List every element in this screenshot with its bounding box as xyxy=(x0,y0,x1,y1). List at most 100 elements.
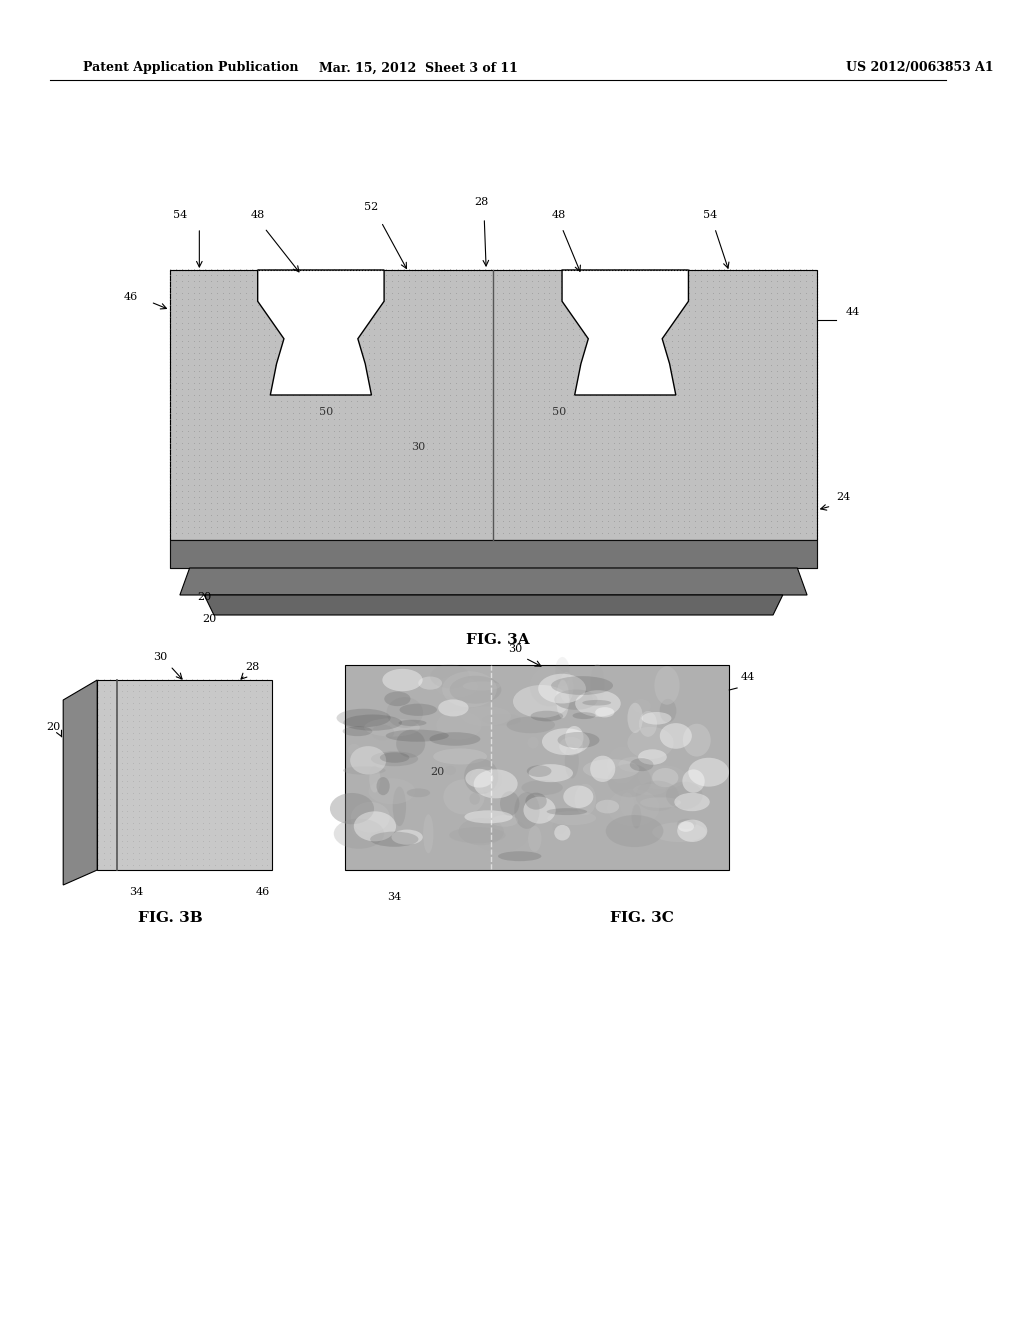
Ellipse shape xyxy=(607,746,637,784)
Ellipse shape xyxy=(621,817,645,828)
Ellipse shape xyxy=(547,808,587,814)
Bar xyxy=(345,665,729,870)
Ellipse shape xyxy=(607,764,651,797)
Text: Patent Application Publication: Patent Application Publication xyxy=(83,62,298,74)
Ellipse shape xyxy=(654,667,680,705)
Ellipse shape xyxy=(539,673,586,704)
Ellipse shape xyxy=(595,708,614,717)
Text: 48: 48 xyxy=(552,210,566,220)
Ellipse shape xyxy=(666,781,702,809)
Ellipse shape xyxy=(459,818,504,845)
Ellipse shape xyxy=(365,718,420,737)
Ellipse shape xyxy=(635,780,679,812)
Ellipse shape xyxy=(474,770,517,799)
Ellipse shape xyxy=(677,820,708,842)
Text: 28: 28 xyxy=(246,663,260,672)
Ellipse shape xyxy=(399,704,437,715)
Ellipse shape xyxy=(527,737,539,748)
Text: 30: 30 xyxy=(154,652,168,663)
Ellipse shape xyxy=(507,717,555,733)
Ellipse shape xyxy=(607,789,659,826)
Ellipse shape xyxy=(523,797,556,824)
Ellipse shape xyxy=(559,737,584,755)
Text: 30: 30 xyxy=(508,644,522,653)
Ellipse shape xyxy=(481,713,521,726)
Ellipse shape xyxy=(351,803,390,833)
Ellipse shape xyxy=(343,714,402,731)
Ellipse shape xyxy=(678,821,694,832)
Ellipse shape xyxy=(528,764,573,783)
Text: 50: 50 xyxy=(552,407,566,417)
Ellipse shape xyxy=(393,787,407,826)
Ellipse shape xyxy=(606,814,664,847)
Ellipse shape xyxy=(565,743,579,779)
Ellipse shape xyxy=(621,792,634,816)
Ellipse shape xyxy=(638,750,667,764)
Ellipse shape xyxy=(633,784,666,795)
Ellipse shape xyxy=(442,672,497,708)
Text: 46: 46 xyxy=(124,292,138,302)
Ellipse shape xyxy=(674,793,710,812)
Ellipse shape xyxy=(464,759,499,795)
Ellipse shape xyxy=(470,767,502,792)
Text: FIG. 3B: FIG. 3B xyxy=(138,911,203,925)
Text: US 2012/0063853 A1: US 2012/0063853 A1 xyxy=(846,62,993,74)
Text: 48: 48 xyxy=(251,210,265,220)
Ellipse shape xyxy=(371,751,418,766)
Text: 24: 24 xyxy=(837,492,851,502)
Ellipse shape xyxy=(659,723,692,748)
Ellipse shape xyxy=(423,814,433,853)
Ellipse shape xyxy=(354,812,396,841)
Ellipse shape xyxy=(500,791,519,816)
Text: 30: 30 xyxy=(411,442,425,451)
Polygon shape xyxy=(63,680,97,884)
Ellipse shape xyxy=(386,730,449,742)
Ellipse shape xyxy=(557,733,599,748)
Ellipse shape xyxy=(683,723,711,756)
Ellipse shape xyxy=(343,766,386,775)
Ellipse shape xyxy=(433,748,487,764)
Ellipse shape xyxy=(436,711,481,739)
Text: 28: 28 xyxy=(474,197,488,207)
Text: 50: 50 xyxy=(318,407,333,417)
Bar xyxy=(170,540,817,568)
Ellipse shape xyxy=(384,692,411,706)
Text: 20: 20 xyxy=(46,722,60,733)
Ellipse shape xyxy=(652,822,707,842)
Ellipse shape xyxy=(337,709,391,727)
Ellipse shape xyxy=(450,828,506,843)
Text: 20: 20 xyxy=(430,767,444,777)
Ellipse shape xyxy=(529,667,569,706)
Ellipse shape xyxy=(396,730,425,758)
Ellipse shape xyxy=(430,664,469,688)
Ellipse shape xyxy=(638,766,686,789)
Ellipse shape xyxy=(554,689,598,710)
Ellipse shape xyxy=(574,784,596,816)
Ellipse shape xyxy=(514,792,540,829)
Bar xyxy=(170,540,817,568)
Ellipse shape xyxy=(330,793,374,824)
Ellipse shape xyxy=(398,719,427,726)
Text: FIG. 3A: FIG. 3A xyxy=(466,634,529,647)
Ellipse shape xyxy=(492,814,518,826)
Text: 54: 54 xyxy=(702,210,717,220)
Bar xyxy=(170,271,817,540)
Ellipse shape xyxy=(630,758,653,771)
Ellipse shape xyxy=(525,793,547,809)
Ellipse shape xyxy=(380,752,410,763)
Ellipse shape xyxy=(369,779,416,804)
Ellipse shape xyxy=(465,810,513,824)
Text: 34: 34 xyxy=(387,892,401,902)
Ellipse shape xyxy=(350,746,386,775)
Ellipse shape xyxy=(591,664,604,704)
Ellipse shape xyxy=(334,818,384,849)
Ellipse shape xyxy=(640,797,681,808)
Ellipse shape xyxy=(382,669,423,692)
Ellipse shape xyxy=(372,725,394,741)
Ellipse shape xyxy=(677,818,696,829)
Ellipse shape xyxy=(351,810,374,840)
Text: 20: 20 xyxy=(202,614,216,624)
Text: 44: 44 xyxy=(741,672,756,682)
Ellipse shape xyxy=(583,700,611,706)
Ellipse shape xyxy=(348,743,360,755)
